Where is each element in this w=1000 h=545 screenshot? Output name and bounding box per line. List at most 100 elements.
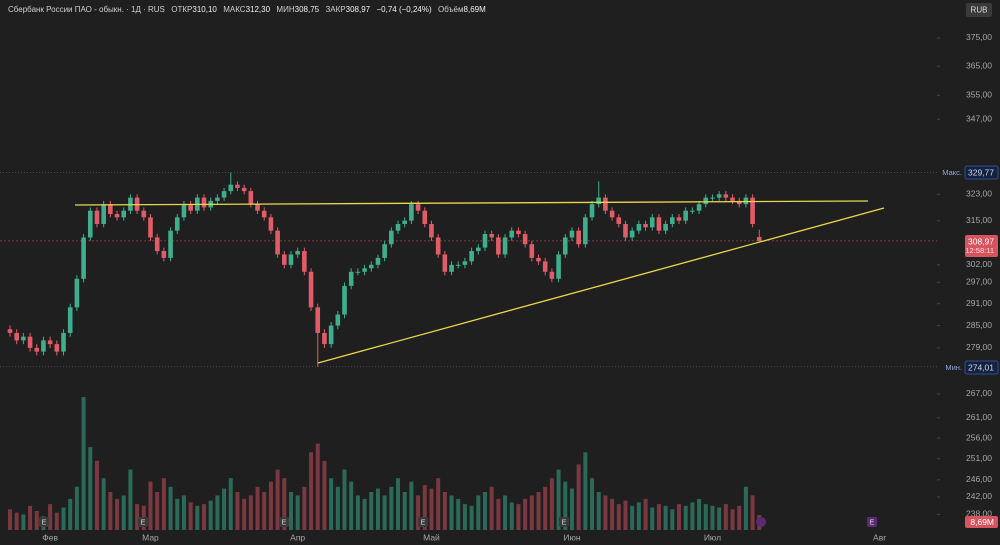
volume-value: 8,69M	[970, 517, 994, 527]
volume-bar	[195, 505, 200, 530]
volume-bar	[202, 504, 207, 530]
y-tick-label: 302,00	[966, 259, 992, 269]
event-box[interactable]	[39, 517, 49, 527]
volume-bar	[235, 492, 240, 530]
candle-body	[47, 340, 53, 345]
candle-body	[355, 271, 361, 273]
y-tick-label: 256,00	[966, 432, 992, 442]
candle-body	[362, 268, 367, 272]
volume-bar	[248, 495, 253, 530]
volume-bar	[81, 397, 86, 530]
volume-bar	[242, 498, 247, 530]
candle-body	[322, 332, 327, 345]
volume-bar	[677, 504, 681, 530]
max-label: Макс.	[942, 168, 962, 177]
event-box[interactable]	[138, 517, 148, 527]
candle-body	[723, 194, 729, 198]
volume-bar	[656, 504, 661, 530]
header: Сбербанк России ПАО - обыкн. · 1Д · RUS …	[8, 4, 486, 14]
candle-body	[730, 197, 735, 201]
volume-bar	[683, 505, 688, 530]
event-label: E	[562, 519, 567, 526]
candle-body	[188, 204, 193, 211]
volume-bar	[369, 492, 374, 530]
volume-bar	[255, 486, 260, 530]
candle-body	[174, 217, 180, 231]
volume-bar	[697, 498, 702, 530]
x-tick-label: Мар	[142, 532, 159, 542]
volume-bar	[135, 504, 140, 530]
volume-bar	[322, 460, 327, 530]
volume-bar	[74, 486, 79, 530]
volume-bar	[222, 488, 227, 530]
volume-label: Объём	[438, 5, 464, 14]
volume-bar	[309, 452, 314, 530]
candle-body	[402, 220, 408, 224]
instrument: Сбербанк России ПАО - обыкн. · 1Д · RUS	[8, 5, 165, 14]
x-tick-label: Фев	[42, 532, 58, 542]
event-box[interactable]	[418, 517, 428, 527]
candle-body	[14, 332, 19, 341]
y-tick-label: 279,00	[966, 342, 992, 352]
currency[interactable]: RUB	[971, 6, 988, 15]
volume-bar	[643, 498, 648, 530]
open: 310,10	[192, 5, 217, 14]
candle-body	[409, 204, 414, 221]
volume-bar	[489, 486, 494, 530]
volume-bar	[469, 505, 474, 530]
volume-bar	[188, 502, 193, 530]
candle-body	[261, 210, 267, 218]
currency-box[interactable]	[966, 3, 992, 17]
volume-bar	[61, 507, 66, 530]
candle-body	[315, 307, 321, 333]
candle-body	[275, 230, 280, 255]
candle-body	[87, 210, 93, 238]
resistance-line	[74, 200, 869, 206]
volume-bar	[556, 469, 561, 530]
candle-body	[268, 217, 274, 231]
min-value: 274,01	[968, 362, 994, 372]
candle-body	[690, 210, 695, 212]
volume-bar	[563, 481, 568, 530]
event-box[interactable]	[279, 517, 289, 527]
candle-body	[536, 257, 541, 262]
candle-body	[154, 237, 160, 252]
volume-bar	[596, 492, 601, 530]
volume-bar	[503, 495, 508, 530]
candle-body	[429, 223, 434, 238]
candle-body	[596, 197, 602, 205]
event-label: E	[141, 519, 146, 526]
candle-body	[455, 264, 461, 266]
volume-bar	[54, 512, 59, 530]
volume-bar	[670, 509, 675, 530]
volume-box	[965, 516, 998, 528]
open-label: ОТКР	[171, 5, 192, 14]
candle-body	[335, 314, 341, 326]
y-tick-label: 238,00	[966, 509, 992, 519]
candle-body	[382, 244, 387, 258]
candle-body	[449, 264, 454, 272]
event-box[interactable]	[559, 517, 569, 527]
volume-bar	[543, 486, 548, 530]
volume-bar	[21, 514, 26, 530]
candle-body	[609, 210, 615, 218]
volume-bar	[743, 486, 748, 530]
volume-bar	[115, 498, 120, 530]
y-tick-label: 242,00	[966, 491, 992, 501]
candle-body	[295, 251, 300, 255]
volume-bar	[275, 469, 280, 530]
event-box[interactable]	[867, 517, 877, 527]
candle-body	[67, 307, 73, 333]
candle-body	[663, 223, 668, 231]
candle-body	[656, 217, 662, 231]
volume-bar	[576, 464, 581, 530]
volume-bar	[349, 481, 354, 530]
volume-bar	[101, 478, 106, 530]
volume: 8,69M	[464, 5, 487, 14]
candle-body	[221, 191, 227, 198]
candle-body	[228, 184, 234, 192]
dividend-icon[interactable]	[756, 517, 766, 527]
candle-body	[583, 217, 588, 245]
candle-body	[61, 332, 66, 352]
candle-body	[576, 230, 581, 245]
